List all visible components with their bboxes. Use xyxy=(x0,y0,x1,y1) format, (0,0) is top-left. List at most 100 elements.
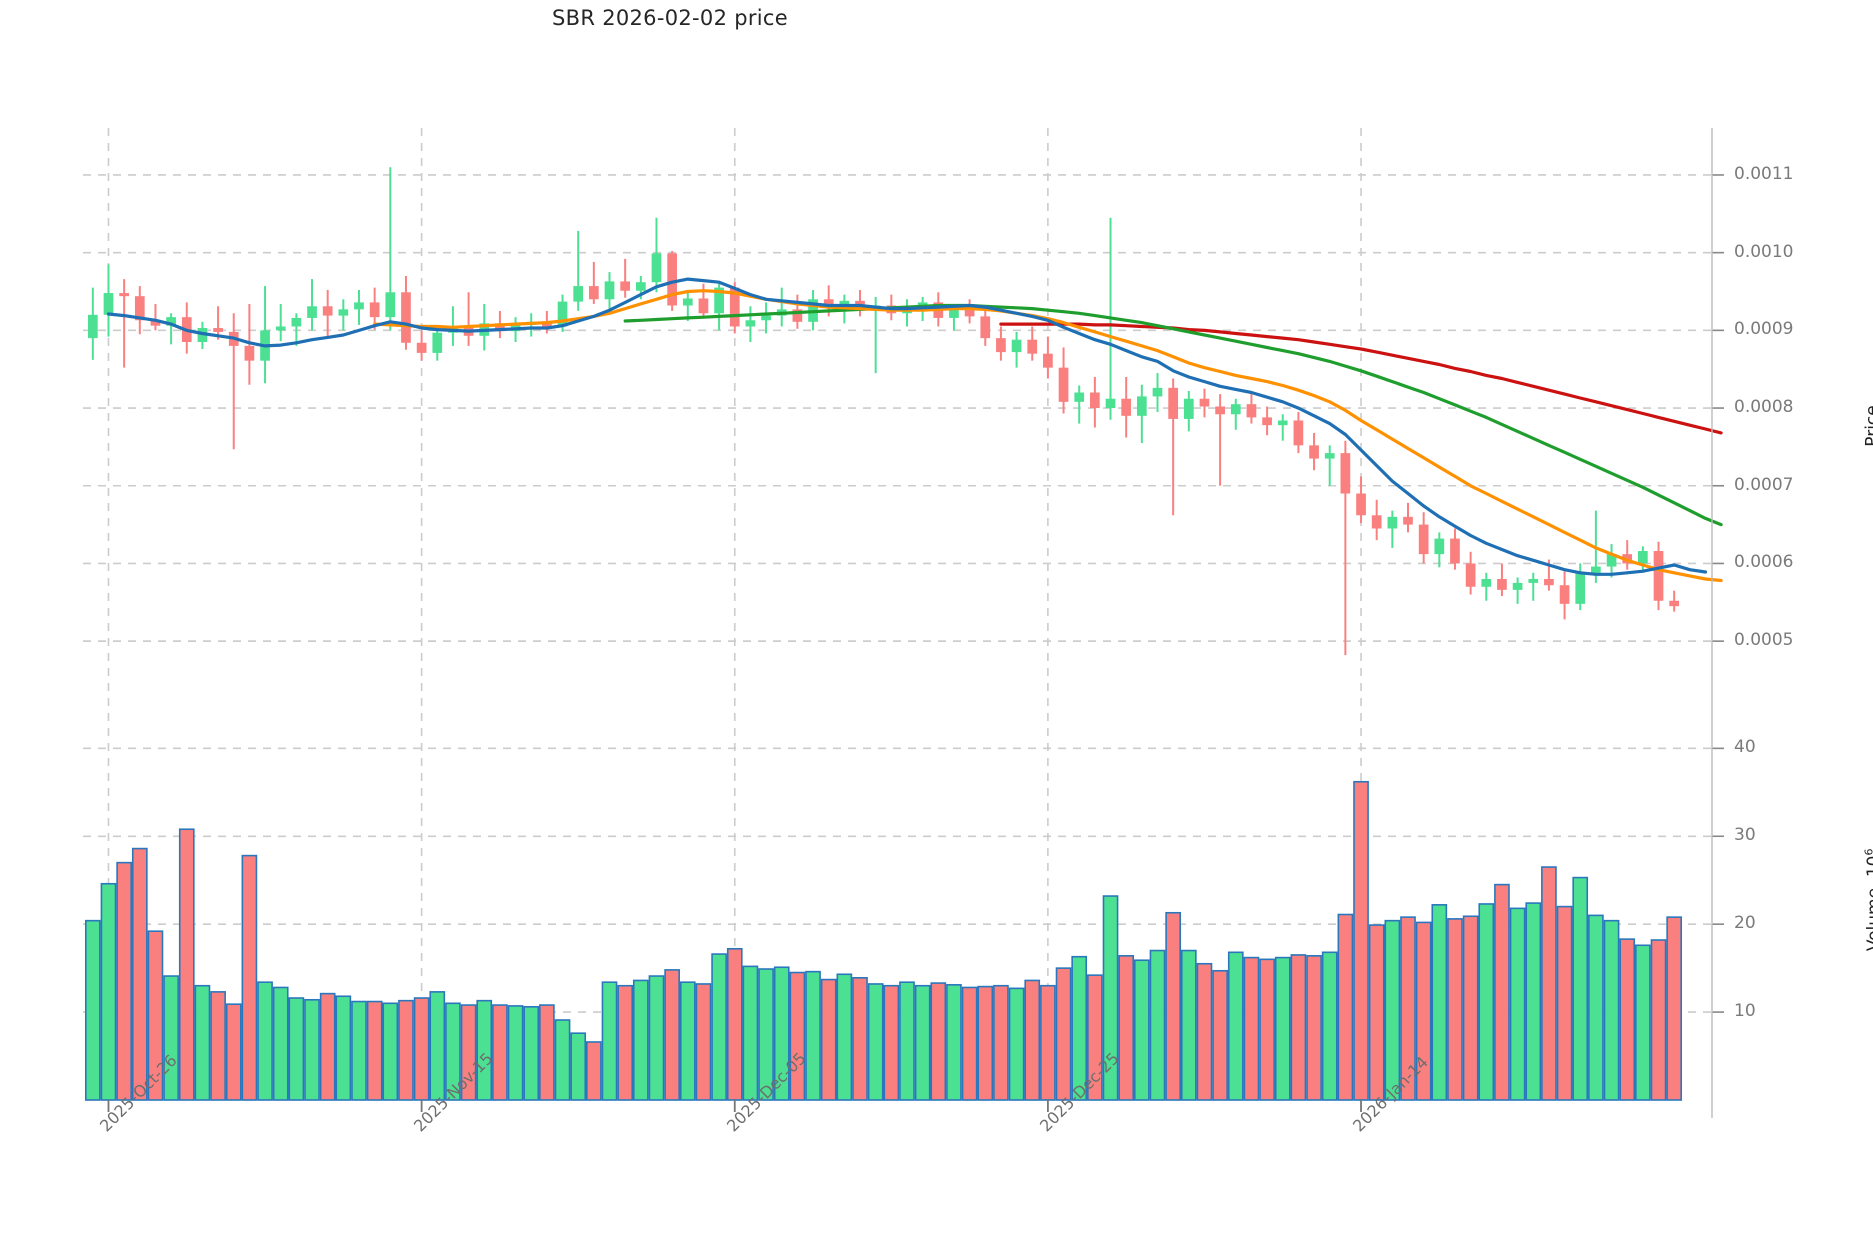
candle-body xyxy=(1309,445,1319,459)
volume-bar xyxy=(1196,962,1213,1101)
candle-body xyxy=(635,282,646,291)
candle-body xyxy=(1058,367,1069,402)
volume-bar xyxy=(1572,876,1589,1101)
candle-body xyxy=(1465,563,1476,587)
candle-body xyxy=(291,317,302,327)
candle-body xyxy=(244,345,255,361)
candle-body xyxy=(1418,524,1429,555)
candle-body xyxy=(401,292,411,343)
candlestick-series xyxy=(87,167,1680,656)
candle-body xyxy=(322,306,333,316)
candle-body xyxy=(103,293,114,315)
candle-body xyxy=(1277,420,1288,426)
volume-bar xyxy=(1619,938,1636,1101)
volume-bar xyxy=(210,991,226,1101)
candle-body xyxy=(1544,578,1554,586)
volume-bar xyxy=(460,1004,477,1101)
volume-bar xyxy=(1666,916,1683,1101)
candle-body xyxy=(1043,353,1053,368)
volume-bar xyxy=(1337,913,1354,1101)
candle-body xyxy=(1638,551,1648,564)
candle-body xyxy=(1481,578,1492,587)
volume-bar xyxy=(1102,895,1119,1101)
volume-bar xyxy=(1306,955,1322,1101)
volume-bar xyxy=(335,995,352,1101)
price-tick-label: 0.0009 xyxy=(1734,319,1794,340)
volume-bar xyxy=(351,1000,367,1101)
volume-bar xyxy=(758,968,774,1101)
volume-tick-label: 10 xyxy=(1734,1001,1756,1022)
volume-bar xyxy=(366,1000,383,1101)
ma-line-red xyxy=(999,322,1723,435)
price-tick-label: 0.0005 xyxy=(1734,630,1794,651)
price-tick-label: 0.0006 xyxy=(1734,552,1794,573)
candle-body xyxy=(1168,387,1179,419)
candle-body xyxy=(1105,398,1116,409)
candle-body xyxy=(996,338,1006,353)
volume-bar xyxy=(304,998,320,1101)
volume-bar xyxy=(601,981,618,1101)
volume-bar xyxy=(163,975,179,1101)
volume-bar xyxy=(789,971,806,1101)
volume-bar xyxy=(1274,956,1291,1101)
candle-body xyxy=(729,287,740,327)
price-tick-label: 0.0011 xyxy=(1734,163,1794,184)
candle-body xyxy=(823,299,834,306)
volume-bar xyxy=(648,975,665,1101)
candle-body xyxy=(1011,339,1022,353)
candle-body xyxy=(1528,578,1539,583)
candle-body xyxy=(1324,453,1335,459)
candle-body xyxy=(275,326,286,331)
volume-bar xyxy=(852,977,868,1101)
volume-bar xyxy=(413,997,430,1101)
volume-bar xyxy=(867,983,884,1101)
volume-bar xyxy=(1541,866,1557,1101)
candle-body xyxy=(682,298,693,306)
volume-bar xyxy=(711,953,727,1101)
candle-body xyxy=(604,281,615,300)
candle-body xyxy=(307,306,317,318)
volume-bar xyxy=(1024,979,1041,1101)
candle-body xyxy=(432,332,443,353)
volume-bar xyxy=(257,981,273,1101)
candle-body xyxy=(1653,551,1664,601)
candle-body xyxy=(1121,398,1132,416)
volume-bar xyxy=(1071,955,1088,1101)
volume-bar xyxy=(586,1041,602,1101)
candle-body xyxy=(761,315,771,321)
candle-body xyxy=(166,317,176,326)
candle-body xyxy=(964,309,975,317)
volume-bar xyxy=(836,973,853,1101)
candle-body xyxy=(1262,417,1272,426)
volume-bar xyxy=(726,947,743,1101)
candle-body xyxy=(1497,578,1507,590)
volume-bar xyxy=(288,997,305,1101)
candle-body xyxy=(1371,515,1382,529)
candle-body xyxy=(980,316,991,339)
volume-bar xyxy=(241,854,258,1101)
volume-bar xyxy=(1040,984,1056,1101)
volume-bar xyxy=(1290,954,1307,1101)
price-tick-label: 0.0010 xyxy=(1734,241,1794,262)
candle-body xyxy=(1559,585,1570,604)
volume-bar xyxy=(695,983,712,1101)
volume-bar xyxy=(84,919,101,1101)
candle-body xyxy=(1450,538,1460,564)
candle-body xyxy=(1152,387,1163,397)
volume-bar xyxy=(1556,905,1573,1101)
candle-body xyxy=(698,298,709,314)
candle-body xyxy=(1230,404,1241,415)
candle-body xyxy=(620,281,631,291)
candle-body xyxy=(573,286,584,302)
candle-body xyxy=(949,309,959,318)
volume-bar xyxy=(445,1002,461,1101)
candle-body xyxy=(1356,493,1366,516)
volume-bar xyxy=(507,1005,524,1101)
volume-bar xyxy=(1180,949,1197,1101)
volume-bar xyxy=(570,1032,587,1101)
price-tick-label: 0.0008 xyxy=(1734,397,1794,418)
volume-bar xyxy=(1133,959,1150,1101)
volume-bar xyxy=(492,1004,508,1101)
